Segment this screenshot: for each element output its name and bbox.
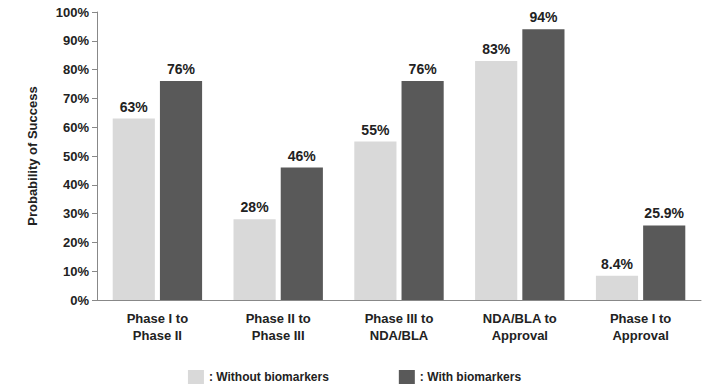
svg-text:40%: 40% (63, 177, 89, 192)
svg-text:: With biomarkers: : With biomarkers (420, 370, 522, 384)
svg-text:NDA/BLA: NDA/BLA (370, 328, 429, 343)
svg-text:50%: 50% (63, 149, 89, 164)
svg-text:94%: 94% (529, 9, 558, 25)
svg-text:20%: 20% (63, 235, 89, 250)
svg-text:Approval: Approval (612, 328, 668, 343)
svg-text:10%: 10% (63, 264, 89, 279)
svg-text:60%: 60% (63, 120, 89, 135)
svg-text:NDA/BLA to: NDA/BLA to (483, 311, 557, 326)
svg-text:80%: 80% (63, 62, 89, 77)
svg-text:Phase I to: Phase I to (127, 311, 188, 326)
svg-text:25.9%: 25.9% (644, 205, 684, 221)
svg-text:Phase III: Phase III (252, 328, 305, 343)
svg-text:100%: 100% (56, 5, 90, 20)
svg-text:0%: 0% (70, 293, 89, 308)
svg-text:55%: 55% (361, 122, 390, 138)
svg-text:Phase II: Phase II (133, 328, 182, 343)
svg-text:Phase III to: Phase III to (365, 311, 434, 326)
svg-text:: Without biomarkers: : Without biomarkers (209, 370, 329, 384)
svg-text:63%: 63% (120, 99, 149, 115)
svg-text:76%: 76% (409, 61, 438, 77)
svg-text:Phase II to: Phase II to (246, 311, 311, 326)
svg-text:28%: 28% (241, 199, 270, 215)
svg-text:76%: 76% (167, 61, 196, 77)
svg-text:46%: 46% (288, 148, 317, 164)
svg-text:70%: 70% (63, 91, 89, 106)
svg-text:8.4%: 8.4% (601, 256, 633, 272)
svg-text:Approval: Approval (492, 328, 548, 343)
svg-text:30%: 30% (63, 206, 89, 221)
svg-text:83%: 83% (482, 41, 511, 57)
svg-text:Phase I to: Phase I to (610, 311, 671, 326)
svg-text:90%: 90% (63, 33, 89, 48)
svg-text:Probability of Success: Probability of Success (25, 86, 40, 225)
